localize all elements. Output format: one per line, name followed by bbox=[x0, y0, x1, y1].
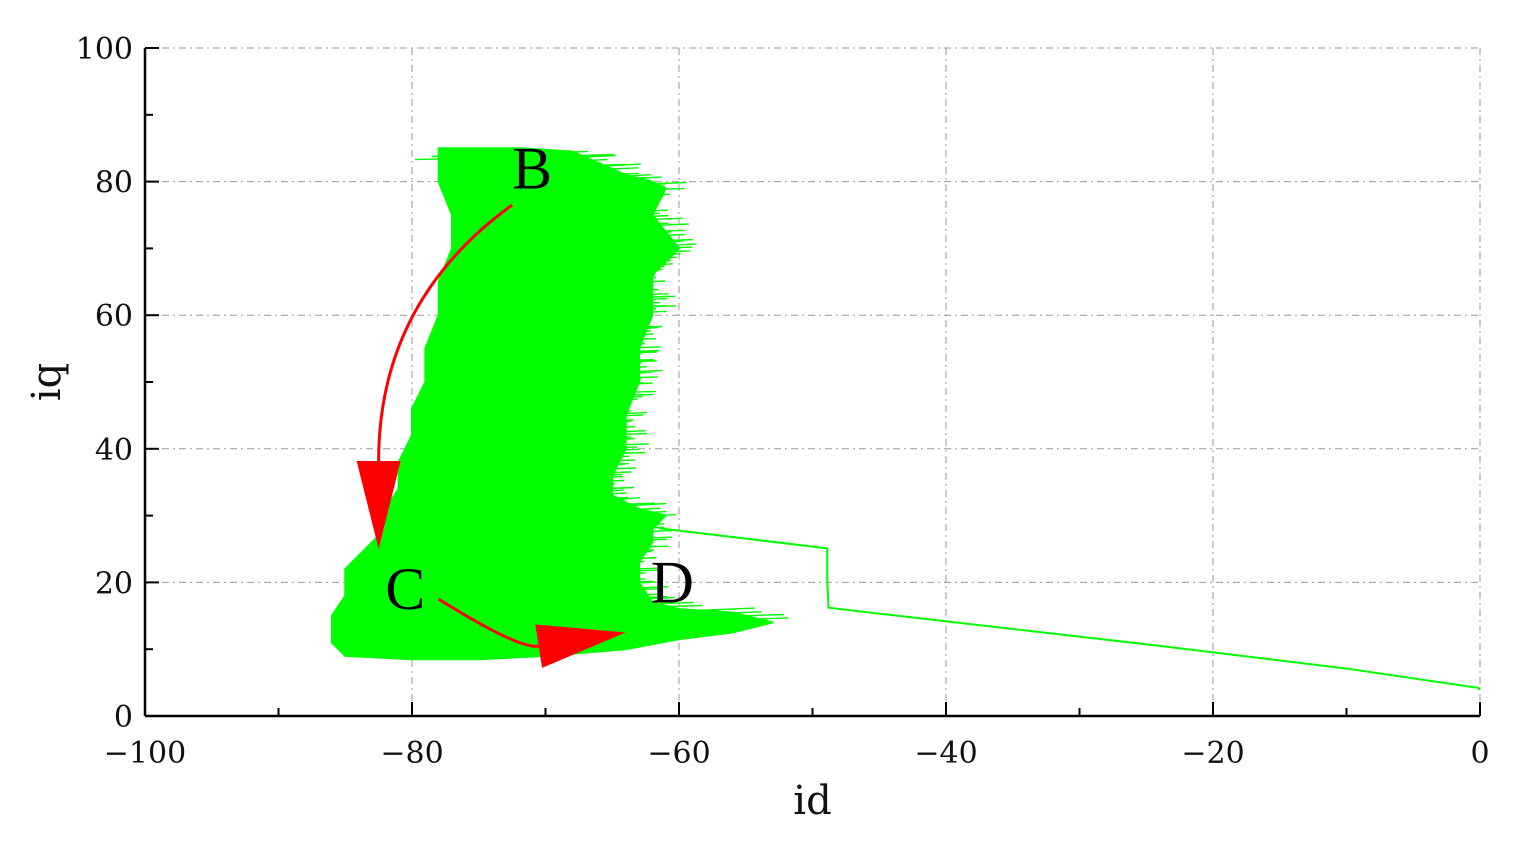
x-tick-label: −20 bbox=[1181, 736, 1244, 771]
arrow-shaft bbox=[437, 597, 539, 648]
y-tick-label: 100 bbox=[76, 32, 133, 67]
oscillation-strokes bbox=[414, 150, 789, 654]
series-layer bbox=[330, 147, 1481, 691]
arrow-head bbox=[356, 461, 401, 549]
x-tick-label: −60 bbox=[647, 736, 710, 771]
x-tick-label: −100 bbox=[104, 736, 186, 771]
axes bbox=[143, 47, 1481, 718]
y-tick-label: 20 bbox=[95, 566, 133, 601]
annotation-label: B bbox=[512, 135, 552, 201]
annotations: B C D bbox=[385, 135, 694, 622]
x-tick-label: −80 bbox=[380, 736, 443, 771]
y-tick-label: 40 bbox=[95, 433, 133, 468]
arrow-head bbox=[535, 624, 626, 668]
y-tick-label: 0 bbox=[114, 700, 133, 735]
arrow-shaft bbox=[377, 203, 514, 462]
y-tick-label: 80 bbox=[95, 166, 133, 201]
annotation-label: C bbox=[385, 556, 425, 622]
x-tick-label: −40 bbox=[914, 736, 977, 771]
y-tick-label: 60 bbox=[95, 299, 133, 334]
x-tick-label: 0 bbox=[1470, 736, 1489, 771]
arrow-layer bbox=[356, 203, 626, 668]
x-axis-label: id bbox=[793, 778, 831, 824]
grid-lines bbox=[145, 47, 1481, 716]
y-axis-label: iq bbox=[24, 363, 70, 401]
series-line bbox=[658, 527, 1481, 691]
annotation-label: D bbox=[651, 549, 694, 615]
tick-labels: −100 −80 −60 −40 −20 0 0 20 40 60 80 100 bbox=[76, 32, 1490, 771]
